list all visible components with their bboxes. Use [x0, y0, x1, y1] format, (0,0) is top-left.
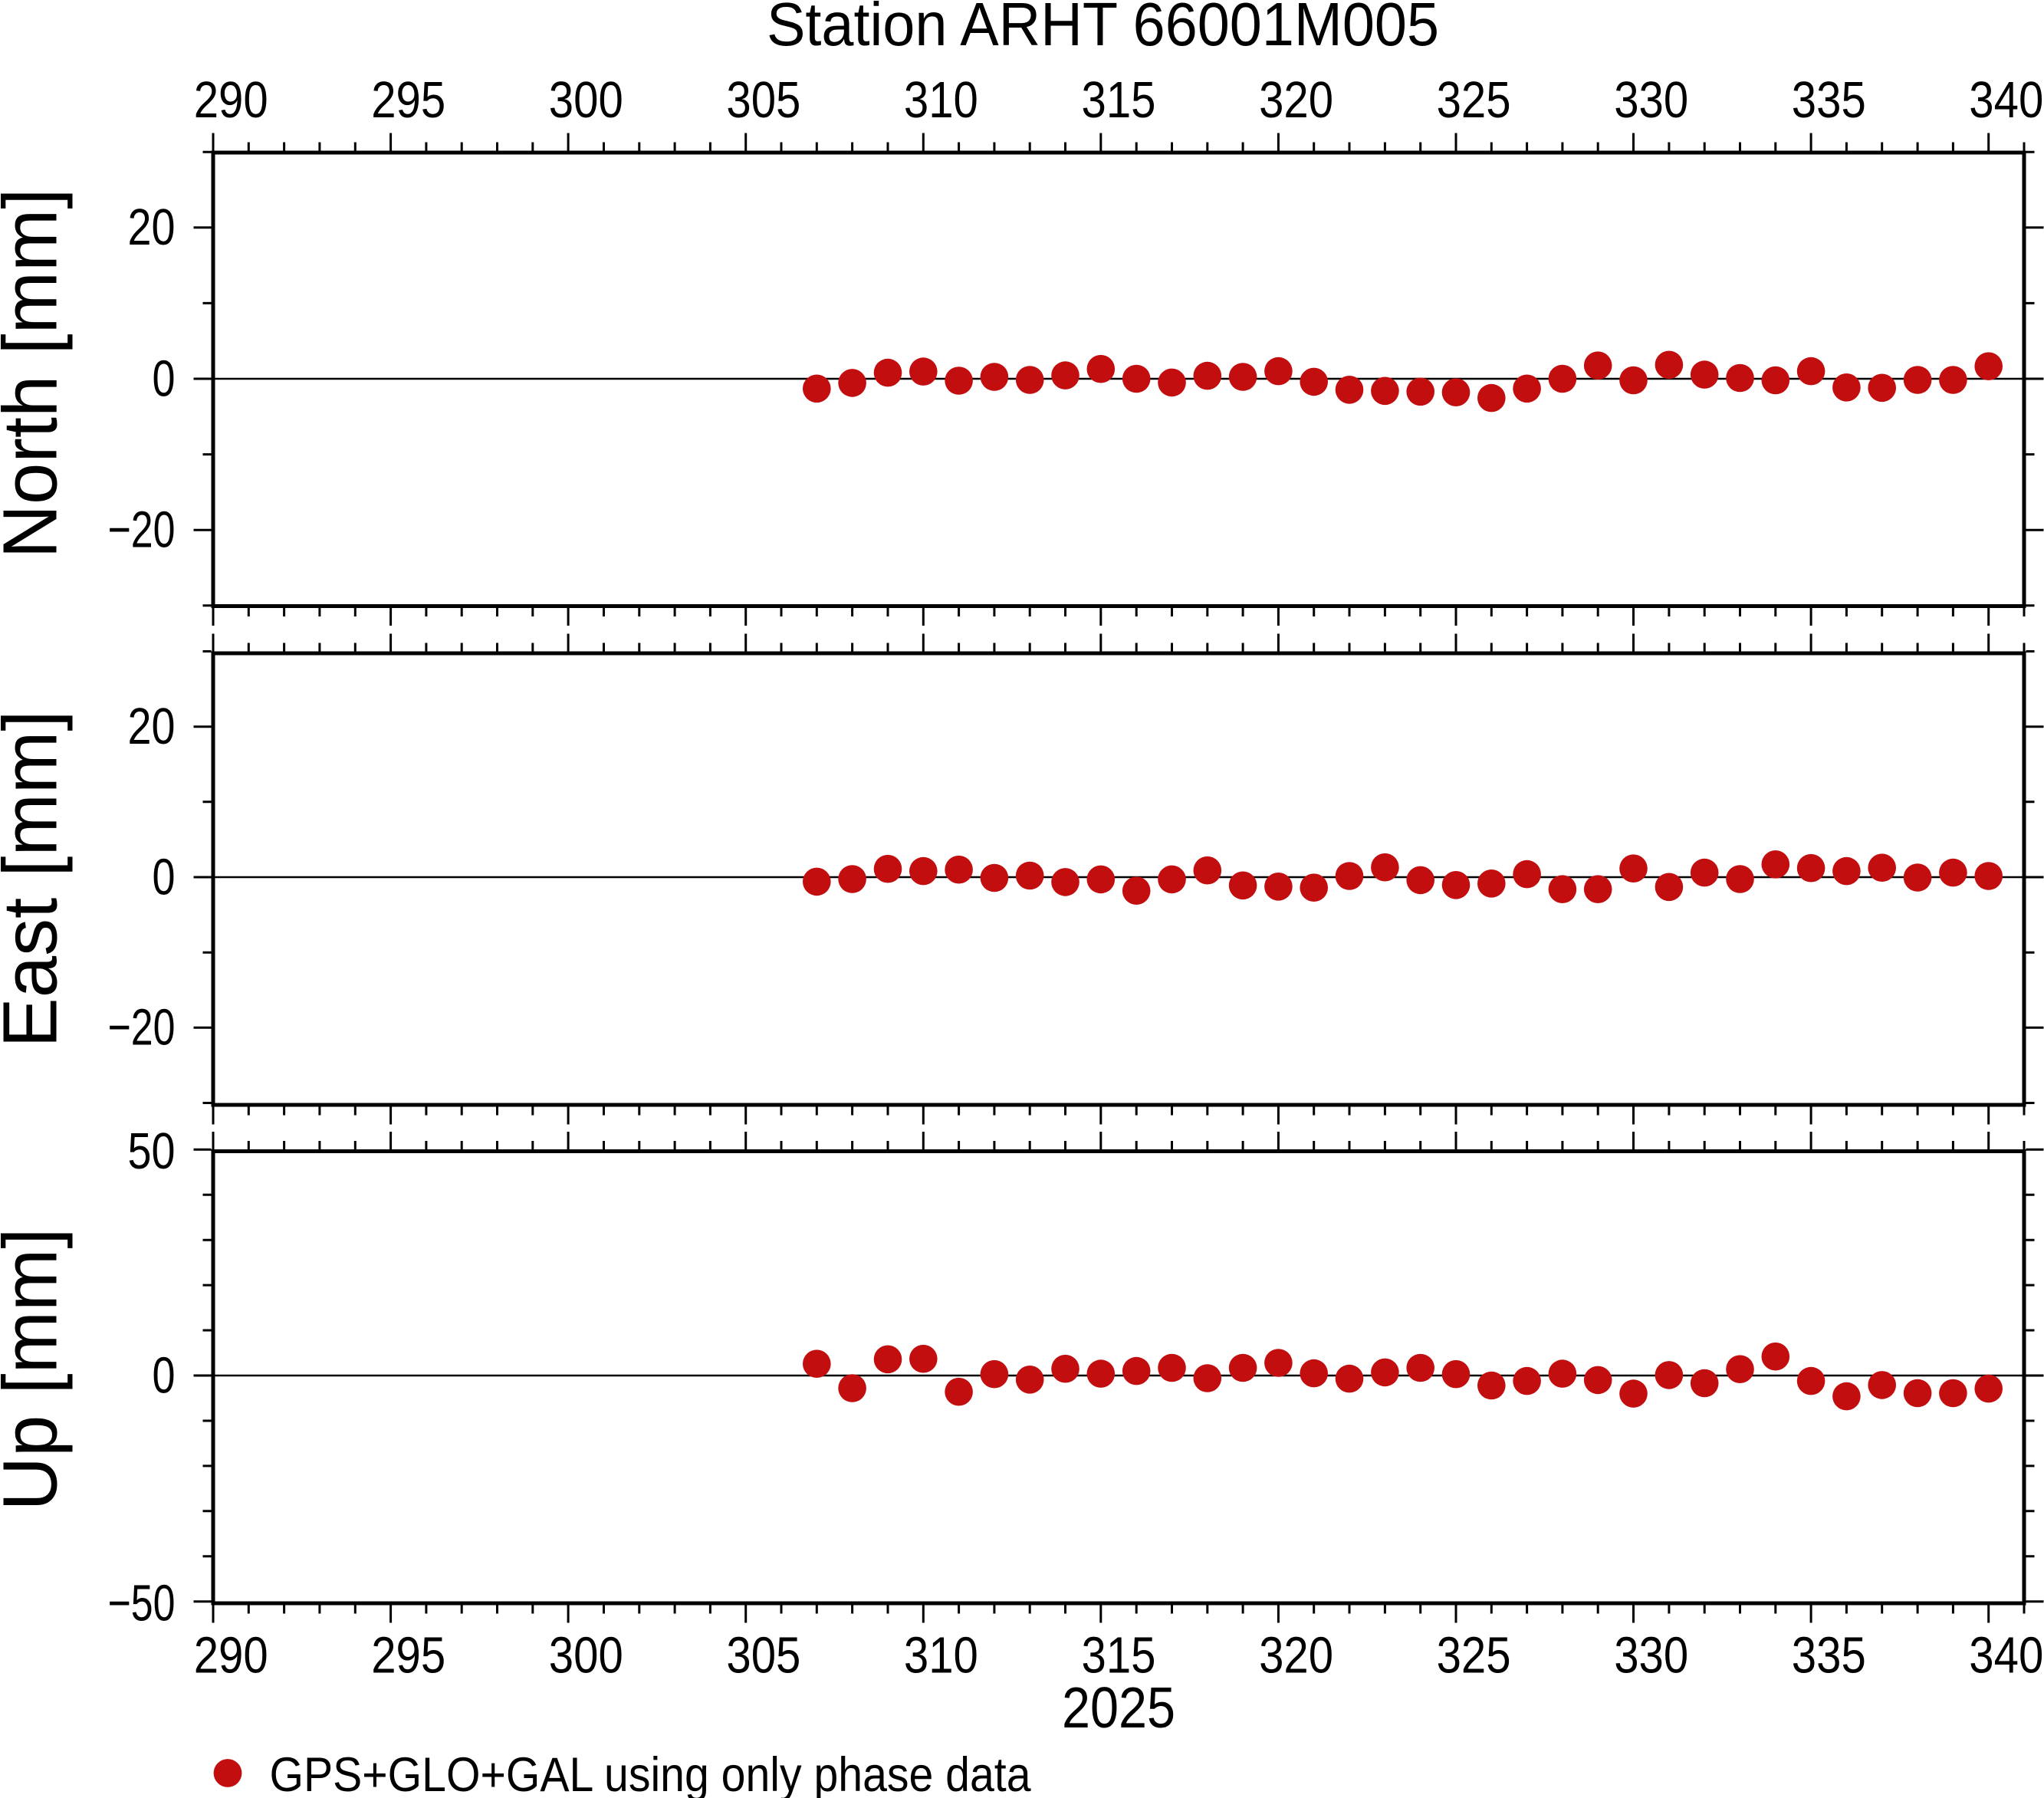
- svg-text:North [mm]: North [mm]: [0, 189, 74, 559]
- svg-text:335: 335: [1792, 1627, 1866, 1685]
- svg-text:East [mm]: East [mm]: [0, 711, 74, 1048]
- svg-text:305: 305: [726, 71, 800, 129]
- svg-text:295: 295: [371, 71, 445, 129]
- svg-text:2025: 2025: [1062, 1675, 1175, 1740]
- svg-text:0: 0: [153, 1346, 176, 1404]
- svg-text:340: 340: [1969, 71, 2043, 129]
- svg-text:−20: −20: [108, 999, 176, 1057]
- svg-text:50: 50: [128, 1123, 176, 1180]
- svg-text:320: 320: [1259, 1627, 1333, 1685]
- svg-text:335: 335: [1792, 71, 1866, 129]
- svg-text:310: 310: [904, 71, 978, 129]
- svg-text:20: 20: [128, 698, 176, 755]
- svg-text:Station ARHT 66001M005: Station ARHT 66001M005: [767, 0, 1439, 58]
- svg-text:315: 315: [1082, 71, 1156, 129]
- svg-text:GPS+GLO+GAL using only phase d: GPS+GLO+GAL using only phase data: [270, 1748, 1032, 1798]
- svg-text:295: 295: [371, 1627, 445, 1685]
- svg-text:325: 325: [1437, 1627, 1511, 1685]
- svg-text:325: 325: [1437, 71, 1511, 129]
- svg-text:20: 20: [128, 199, 176, 256]
- svg-text:−20: −20: [108, 501, 176, 559]
- svg-text:305: 305: [726, 1627, 800, 1685]
- svg-text:0: 0: [153, 350, 176, 407]
- svg-text:290: 290: [194, 1627, 268, 1685]
- svg-text:Up [mm]: Up [mm]: [0, 1228, 74, 1511]
- svg-text:300: 300: [549, 71, 623, 129]
- svg-text:300: 300: [549, 1627, 623, 1685]
- svg-text:320: 320: [1259, 71, 1333, 129]
- svg-text:330: 330: [1614, 1627, 1688, 1685]
- svg-text:330: 330: [1614, 71, 1688, 129]
- svg-text:290: 290: [194, 71, 268, 129]
- svg-text:315: 315: [1082, 1627, 1156, 1685]
- svg-text:0: 0: [153, 848, 176, 906]
- svg-text:340: 340: [1969, 1627, 2043, 1685]
- svg-text:−50: −50: [108, 1574, 176, 1632]
- svg-text:310: 310: [904, 1627, 978, 1685]
